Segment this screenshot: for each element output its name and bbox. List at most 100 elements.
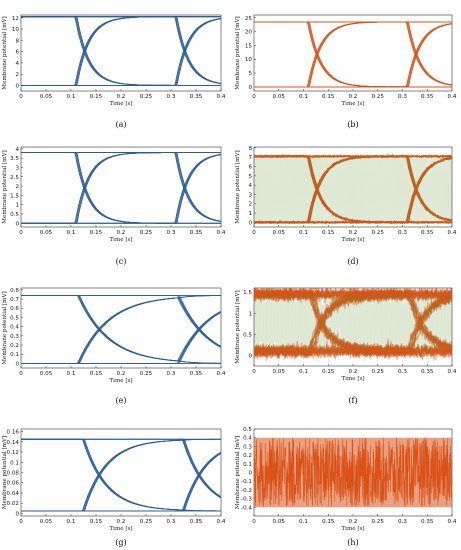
y-tick-label: 2 xyxy=(15,184,19,190)
y-tick-label: 0.2 xyxy=(10,343,19,349)
y-tick-label: 0.7 xyxy=(10,297,19,303)
x-tick-label: 0.25 xyxy=(372,230,385,236)
y-tick-label: 4 xyxy=(15,147,19,153)
panel-caption: (b) xyxy=(347,120,358,129)
y-tick-label: 4 xyxy=(248,183,252,189)
plot-area xyxy=(254,288,452,365)
x-tick-label: 0.05 xyxy=(40,230,53,236)
x-tick-label: 0.25 xyxy=(140,371,153,377)
x-tick-label: 0.3 xyxy=(398,369,407,375)
x-tick-label: 0.15 xyxy=(322,519,335,525)
y-tick-label: 0.14 xyxy=(7,440,20,446)
x-axis-label: Time [s] xyxy=(109,526,132,532)
x-tick-label: 0.15 xyxy=(90,94,103,100)
y-tick-label: 0 xyxy=(15,83,19,89)
series-trace xyxy=(254,21,452,86)
y-tick-label: 0.12 xyxy=(7,450,19,456)
y-tick-label: 0.3 xyxy=(10,334,19,340)
y-tick-label: 0 xyxy=(248,471,252,477)
x-tick-label: 0.15 xyxy=(90,230,103,236)
plot-area xyxy=(254,437,452,508)
y-tick-label: 20 xyxy=(245,30,253,36)
y-tick-label: 3.5 xyxy=(10,156,19,162)
series-noise-accent xyxy=(254,288,452,365)
x-tick-label: 0.25 xyxy=(372,519,385,525)
panel-caption: (e) xyxy=(116,396,127,405)
x-tick-label: 0.3 xyxy=(167,94,176,100)
y-axis-label: Membrane potential [mV] xyxy=(2,291,8,364)
y-axis-label: Membrane potential [mV] xyxy=(2,150,8,223)
x-tick-label: 0.05 xyxy=(273,519,286,525)
y-tick-label: 0.5 xyxy=(243,427,252,433)
axes-frame xyxy=(20,428,222,517)
x-tick-label: 0.2 xyxy=(117,230,126,236)
x-tick-label: 0.15 xyxy=(322,94,335,100)
x-tick-label: 0.4 xyxy=(217,94,226,100)
x-tick-label: 0.3 xyxy=(167,519,176,525)
x-tick-label: 0.35 xyxy=(190,230,203,236)
x-tick-label: 0.3 xyxy=(167,230,176,236)
axes-frame xyxy=(253,146,453,228)
axes-frame xyxy=(253,14,453,92)
y-tick-label: 0 xyxy=(248,220,252,226)
y-axis-label: Membrane potential [mV] xyxy=(235,290,241,363)
x-tick-label: 0.2 xyxy=(117,519,126,525)
y-tick-label: 0.4 xyxy=(10,325,19,331)
x-axis-label: Time [s] xyxy=(341,237,364,243)
x-tick-label: 0.05 xyxy=(40,519,53,525)
x-tick-label: 0.2 xyxy=(349,519,358,525)
x-axis-label: Time [s] xyxy=(109,101,132,107)
y-tick-label: 0.5 xyxy=(243,332,252,338)
x-tick-label: 0.25 xyxy=(372,369,385,375)
y-axis-label: Membrane potential [mV] xyxy=(2,436,8,509)
plot-area xyxy=(21,438,221,512)
panel-b: 0 0.05 0.1 0.15 0.2 0.25 0.3 0.35 0.4 0 5 10 15 20 25 T… xyxy=(235,14,457,129)
x-tick-label: 0 xyxy=(252,230,256,236)
y-axis-label: Membrane potential [mV] xyxy=(235,436,241,509)
x-tick-label: 0.1 xyxy=(299,230,308,236)
plot-area xyxy=(21,16,221,86)
y-tick-label: 10 xyxy=(245,57,253,63)
series-trace xyxy=(254,23,452,88)
x-axis-label: Time [s] xyxy=(341,101,364,107)
x-tick-label: 0.35 xyxy=(421,519,434,525)
x-tick-label: 0.2 xyxy=(349,94,358,100)
x-tick-label: 0.4 xyxy=(448,369,457,375)
y-tick-label: 0.5 xyxy=(10,212,19,218)
y-tick-label: -0.2 xyxy=(241,488,252,494)
series-trace xyxy=(21,152,221,222)
x-tick-label: 0 xyxy=(252,369,256,375)
x-tick-label: 0.3 xyxy=(167,371,176,377)
x-tick-label: 0.2 xyxy=(349,369,358,375)
y-tick-label: 0.04 xyxy=(7,491,20,497)
y-tick-label: 0 xyxy=(15,221,19,227)
plot-area xyxy=(21,294,221,364)
series-trace xyxy=(254,288,452,350)
x-tick-label: 0 xyxy=(19,371,23,377)
panel-g: 0 0.05 0.1 0.15 0.2 0.25 0.3 0.35 0.4 0 0.02 0.04 0.… xyxy=(2,428,226,547)
y-tick-label: 0 xyxy=(15,511,19,517)
y-tick-label: 2.5 xyxy=(10,175,19,181)
x-tick-label: 0.15 xyxy=(90,371,103,377)
y-tick-label: 0.3 xyxy=(243,444,252,450)
y-tick-label: 5 xyxy=(248,174,252,180)
x-tick-label: 0.1 xyxy=(67,230,76,236)
x-tick-label: 0.15 xyxy=(322,230,335,236)
x-tick-label: 0.05 xyxy=(273,230,286,236)
y-tick-label: 3 xyxy=(15,165,19,171)
y-axis-label: Membrane potential [mV] xyxy=(235,16,241,89)
series-trace xyxy=(21,438,221,498)
x-tick-label: 0.35 xyxy=(421,230,434,236)
x-tick-label: 0.05 xyxy=(273,369,286,375)
x-axis-label: Time [s] xyxy=(109,237,132,243)
axes-frame xyxy=(20,287,222,369)
series-trace xyxy=(21,154,221,224)
y-axis-label: Membrane potential [mV] xyxy=(235,150,241,223)
y-tick-label: 6 xyxy=(248,165,252,171)
noise-band xyxy=(254,437,452,508)
panel-c: 0 0.05 0.1 0.15 0.2 0.25 0.3 0.35 0.4 0 0.5 1 1.5 2 2.… xyxy=(2,146,226,266)
y-tick-label: 12 xyxy=(12,16,19,22)
y-tick-label: 15 xyxy=(245,43,253,49)
y-tick-label: -0.1 xyxy=(241,479,252,485)
